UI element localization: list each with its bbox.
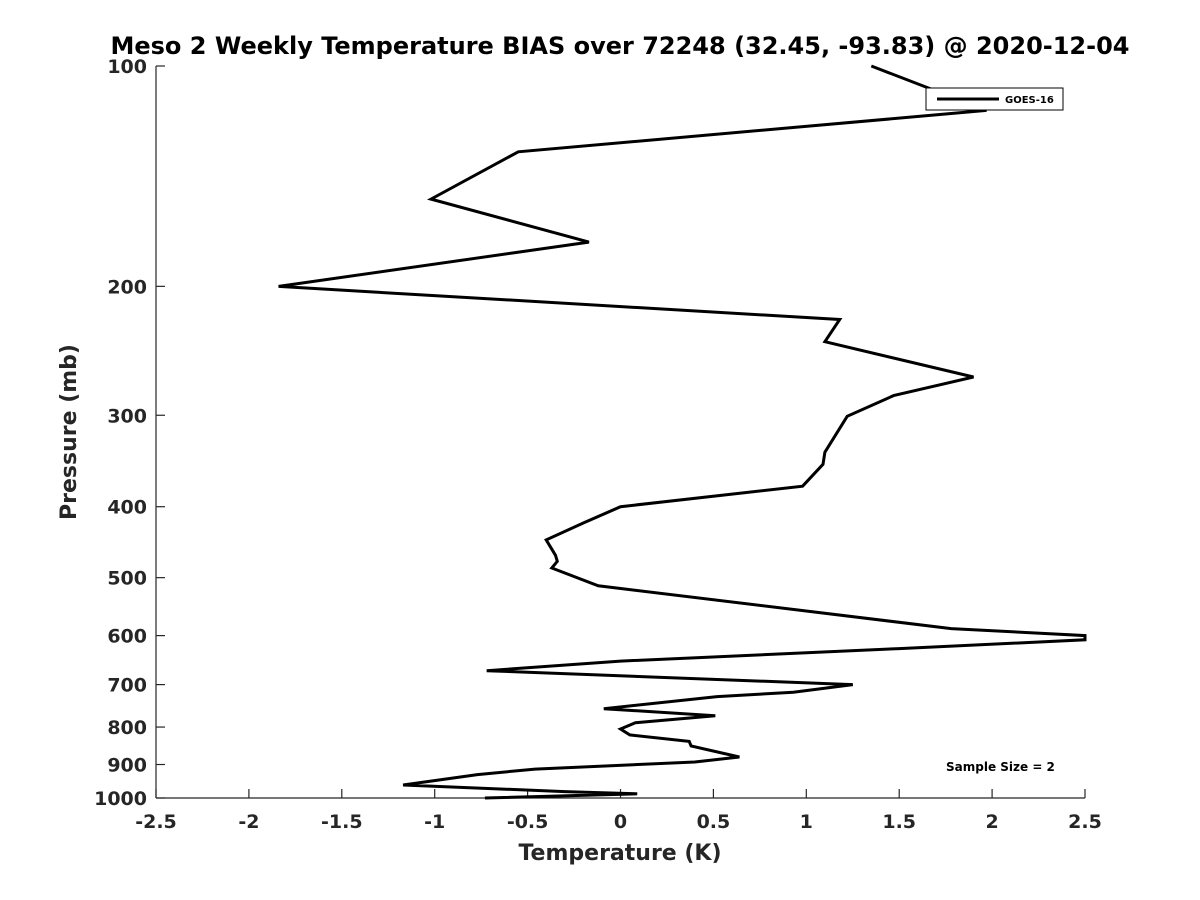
y-tick-label: 100 [107,56,147,78]
y-tick-label: 800 [107,717,147,739]
plot-area [278,64,1087,800]
x-tick-label: -1 [424,811,445,833]
x-tick-label: 1 [800,811,813,833]
x-tick-label: -0.5 [507,811,549,833]
y-tick-label: 700 [107,675,147,697]
y-tick-label: 200 [107,276,147,298]
y-tick-label: 300 [107,405,147,427]
x-tick-label: 1.5 [882,811,916,833]
x-tick-label: -1.5 [321,811,363,833]
x-axis-ticks: -2.5 -2 -1.5 -1 -0.5 0 0.5 1 1.5 2 2.5 [135,789,1102,833]
y-axis-ticks: 100 200 300 400 500 600 700 800 900 1000 [94,56,165,810]
x-tick-label: 0.5 [697,811,731,833]
legend: GOES-16 [925,87,1064,111]
y-tick-label: 1000 [94,788,147,810]
y-tick-label: 600 [107,626,147,648]
series-line-goes-16 [278,64,1087,800]
x-tick-label: -2 [238,811,259,833]
y-tick-label: 500 [107,568,147,590]
y-tick-label: 900 [107,755,147,777]
x-tick-label: 2 [985,811,998,833]
y-axis-label: Pressure (mb) [57,344,82,520]
x-tick-label: -2.5 [135,811,177,833]
x-tick-label: 2.5 [1068,811,1102,833]
legend-label-goes-16: GOES-16 [1005,95,1054,106]
x-tick-label: 0 [614,811,627,833]
y-tick-label: 400 [107,497,147,519]
x-axis-label: Temperature (K) [518,841,721,866]
sample-size-annotation: Sample Size = 2 [946,760,1055,774]
chart-title: Meso 2 Weekly Temperature BIAS over 7224… [110,32,1129,60]
